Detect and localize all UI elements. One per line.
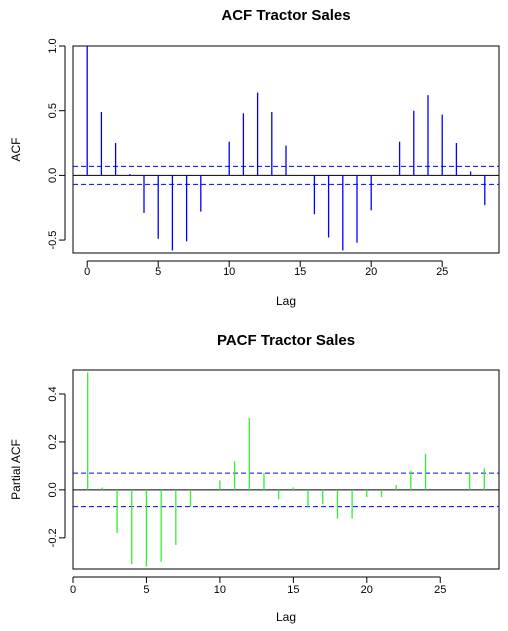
pacf-plot-frame [72,369,500,570]
pacf-x-tick-label: 0 [70,584,76,596]
acf-y-tick-label: 0.5 [47,103,59,118]
pacf-y-axis-label: Partial ACF [9,439,23,500]
acf-x-tick-label: 10 [223,266,235,278]
pacf-y-tick-label: 0.2 [47,434,59,449]
pacf-y-tick-label: -0.2 [47,528,59,547]
acf-title: ACF Tractor Sales [221,7,350,24]
acf-x-tick-label: 15 [294,266,306,278]
acf-y-axis-label: ACF [9,138,23,162]
acf-panel: ACF Tractor Sales 0 5 10 15 20 25 -0.5 0.0 0.5 1.0… [9,7,500,308]
pacf-y-tick-label: 0.0 [47,482,59,497]
acf-y-tick-label: -0.5 [47,231,59,250]
acf-plot-frame [72,45,500,254]
acf-x-tick-label: 20 [365,266,377,278]
acf-x-axis-label: Lag [276,294,296,308]
pacf-x-tick-label: 20 [361,584,373,596]
pacf-x-tick-label: 10 [214,584,226,596]
acf-y-tick-label: 1.0 [47,38,59,53]
acf-x-tick-label: 5 [155,266,161,278]
acf-y-tick-label: 0.0 [47,168,59,183]
pacf-title: PACF Tractor Sales [217,332,355,349]
pacf-x-tick-label: 25 [434,584,446,596]
pacf-x-tick-label: 15 [287,584,299,596]
acf-x-tick-label: 25 [436,266,448,278]
pacf-x-axis-label: Lag [276,610,296,624]
pacf-x-tick-label: 5 [143,584,149,596]
acf-x-tick-label: 0 [84,266,90,278]
pacf-panel: PACF Tractor Sales 0 5 10 15 20 25 -0.2 0.0 0.2 0.… [9,332,500,624]
pacf-y-tick-label: 0.4 [47,386,59,401]
